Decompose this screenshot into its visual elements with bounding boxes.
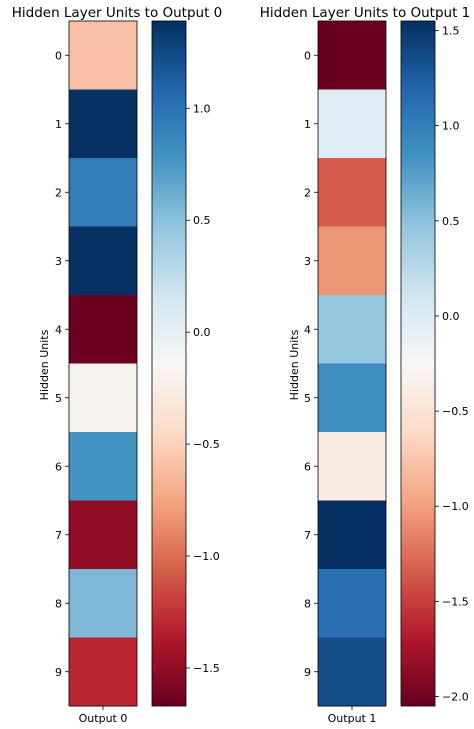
y-tick-label: 0: [55, 49, 62, 62]
y-tick-label: 3: [55, 255, 62, 268]
heatmap-cell: [318, 89, 386, 159]
y-tick-label: 9: [304, 666, 311, 679]
heatmap-cell: [318, 500, 386, 570]
y-tick-label: 1: [304, 118, 311, 131]
colorbar-tick-label: 1.0: [193, 102, 211, 115]
y-tick-label: 2: [55, 186, 62, 199]
colorbar-tick-label: 1.0: [442, 120, 460, 133]
heatmap-cell: [69, 226, 137, 296]
heatmap-cells: [69, 21, 137, 707]
colorbar-tick-label: 0.0: [193, 326, 211, 339]
colorbar-tick-label: 0.0: [442, 310, 460, 323]
chart-title: Hidden Layer Units to Output 1: [260, 5, 471, 21]
heatmap-cell: [318, 21, 386, 90]
heatmap-panel-output-0: Hidden Layer Units to Output 0 Hidden Un…: [12, 5, 223, 725]
heatmap-cell: [69, 295, 137, 364]
heatmap-cell: [69, 158, 137, 227]
y-axis-label: Hidden Units: [288, 329, 301, 400]
chart-title: Hidden Layer Units to Output 0: [12, 5, 223, 21]
y-tick-label: 2: [304, 186, 311, 199]
colorbar-ticks: 1.0 0.5 0.0 −0.5 −1.0 −1.5: [186, 102, 220, 675]
colorbar-tick-label: −1.0: [193, 550, 220, 563]
heatmap-cell: [69, 89, 137, 159]
y-tick-label: 6: [304, 460, 311, 473]
y-tick-label: 8: [304, 597, 311, 610]
heatmap-cell: [318, 637, 386, 707]
colorbar: [151, 20, 187, 707]
colorbar-tick-label: 1.5: [442, 25, 460, 38]
y-axis-ticks: 0 1 2 3 4 5 6 7 8 9: [304, 49, 318, 679]
y-axis-ticks: 0 1 2 3 4 5 6 7 8 9: [55, 49, 69, 679]
colorbar-ticks: 1.5 1.0 0.5 0.0 −0.5 −1.0 −1.5 −2.0: [435, 25, 469, 703]
y-tick-label: 6: [55, 460, 62, 473]
colorbar-tick-label: 0.5: [193, 214, 211, 227]
y-tick-label: 4: [55, 323, 62, 336]
y-tick-label: 9: [55, 666, 62, 679]
y-tick-label: 0: [304, 49, 311, 62]
y-tick-label: 8: [55, 597, 62, 610]
y-tick-label: 7: [55, 529, 62, 542]
heatmap-cell: [318, 432, 386, 501]
colorbar-tick-label: −2.0: [442, 690, 469, 703]
colorbar-tick-label: −1.5: [193, 662, 220, 675]
y-tick-label: 7: [304, 529, 311, 542]
heatmap-cell: [318, 569, 386, 638]
colorbar-tick-label: −0.5: [442, 405, 469, 418]
colorbar-tick-label: −1.0: [442, 500, 469, 513]
x-tick-label: Output 0: [79, 712, 128, 725]
colorbar-tick-label: 0.5: [442, 215, 460, 228]
heatmap-cell: [69, 21, 137, 90]
colorbar-tick-label: −1.5: [442, 595, 469, 608]
heatmap-cell: [69, 637, 137, 707]
heatmap-cells: [318, 21, 386, 707]
heatmap-cell: [69, 363, 137, 433]
y-tick-label: 4: [304, 323, 311, 336]
colorbar: [400, 20, 436, 707]
heatmap-cell: [69, 500, 137, 570]
y-tick-label: 5: [304, 392, 311, 405]
heatmap-cell: [318, 158, 386, 227]
colorbar-tick-label: −0.5: [193, 438, 220, 451]
heatmap-cell: [69, 569, 137, 638]
heatmap-cell: [318, 363, 386, 433]
y-tick-label: 3: [304, 255, 311, 268]
heatmap-cell: [318, 226, 386, 296]
y-axis-label: Hidden Units: [38, 329, 51, 400]
heatmap-cell: [69, 432, 137, 501]
heatmap-panel-output-1: Hidden Layer Units to Output 1 Hidden Un…: [260, 5, 471, 725]
x-tick-label: Output 1: [328, 712, 377, 725]
heatmap-cell: [318, 295, 386, 364]
y-tick-label: 5: [55, 392, 62, 405]
y-tick-label: 1: [55, 118, 62, 131]
